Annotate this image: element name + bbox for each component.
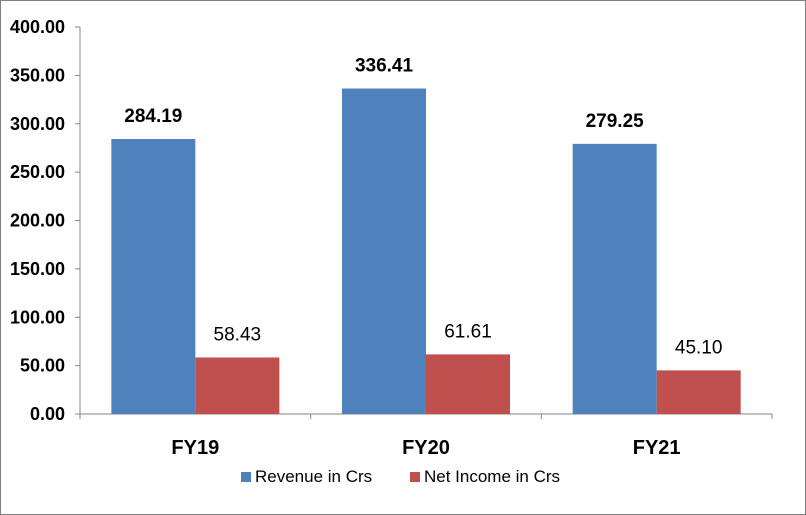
y-tick-label: 150.00 xyxy=(10,259,65,279)
revenue-bar xyxy=(111,139,196,414)
net-income-data-label: 58.43 xyxy=(214,324,262,345)
x-category-label: FY19 xyxy=(171,437,219,459)
y-tick-label: 50.00 xyxy=(20,356,65,376)
revenue-data-label: 336.41 xyxy=(355,56,414,77)
y-tick-label: 250.00 xyxy=(10,162,65,182)
net-income-bar xyxy=(656,370,741,414)
revenue-bar xyxy=(572,143,657,414)
revenue-bar xyxy=(342,88,426,415)
legend-label-net-income: Net Income in Crs xyxy=(424,467,560,486)
y-tick-label: 350.00 xyxy=(10,65,65,85)
y-tick-label: 300.00 xyxy=(10,114,65,134)
revenue-data-label: 284.19 xyxy=(124,106,182,127)
revenue-data-label: 279.25 xyxy=(586,111,645,132)
legend-label-revenue: Revenue in Crs xyxy=(255,467,372,486)
y-tick-label: 200.00 xyxy=(10,211,65,231)
y-tick-label: 400.00 xyxy=(10,17,65,37)
y-tick-label: 100.00 xyxy=(10,307,65,327)
net-income-bar xyxy=(195,357,280,414)
legend-swatch-revenue xyxy=(241,472,251,482)
net-income-data-label: 45.10 xyxy=(675,337,723,358)
net-income-bar xyxy=(426,354,510,414)
legend-swatch-net-income xyxy=(410,472,420,482)
y-tick-label: 0.00 xyxy=(30,404,65,424)
net-income-data-label: 61.61 xyxy=(444,321,492,342)
x-category-label: FY20 xyxy=(402,437,450,459)
x-category-label: FY21 xyxy=(633,437,681,459)
